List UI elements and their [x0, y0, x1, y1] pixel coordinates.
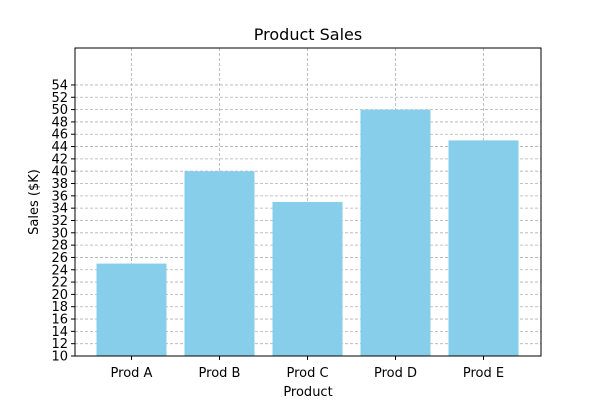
y-tick-label: 46 [51, 128, 68, 143]
y-tick-label: 16 [51, 313, 68, 328]
y-tick-label: 30 [51, 226, 68, 241]
x-tick-label: Prod D [374, 366, 417, 381]
y-tick-label: 52 [51, 91, 68, 106]
y-tick-label: 28 [51, 239, 68, 254]
x-tick-label: Prod E [463, 366, 504, 381]
chart-title: Product Sales [254, 25, 362, 44]
y-tick-label: 54 [51, 78, 68, 93]
y-tick-label: 48 [51, 115, 68, 130]
y-tick-label: 18 [51, 300, 68, 315]
y-tick-label: 14 [51, 325, 68, 340]
x-axis-label: Product [283, 385, 332, 400]
bar-prod-a [96, 263, 167, 356]
bar-prod-e [448, 140, 519, 356]
bar-layer [96, 109, 519, 356]
y-tick-label: 44 [51, 140, 68, 155]
x-tick-label: Prod A [111, 366, 153, 381]
bar-prod-b [184, 171, 255, 356]
x-tick-label: Prod C [286, 366, 328, 381]
y-tick-label: 50 [51, 103, 68, 118]
y-tick-label: 38 [51, 177, 68, 192]
y-tick-label: 34 [51, 202, 68, 217]
y-tick-label: 12 [51, 337, 68, 352]
y-tick-label: 22 [51, 276, 68, 291]
y-tick-label: 40 [51, 165, 68, 180]
bar-prod-d [360, 109, 431, 356]
y-tick-label: 36 [51, 189, 68, 204]
y-tick-label: 20 [51, 288, 68, 303]
y-tick-label: 24 [51, 263, 68, 278]
y-axis-label: Sales ($K) [27, 169, 42, 235]
tick-layer: 1012141618202224262830323436384042444648… [51, 78, 504, 381]
y-tick-label: 10 [51, 350, 68, 365]
y-tick-label: 26 [51, 251, 68, 266]
x-tick-label: Prod B [199, 366, 241, 381]
bar-prod-c [272, 202, 343, 356]
y-tick-label: 32 [51, 214, 68, 229]
y-tick-label: 42 [51, 152, 68, 167]
